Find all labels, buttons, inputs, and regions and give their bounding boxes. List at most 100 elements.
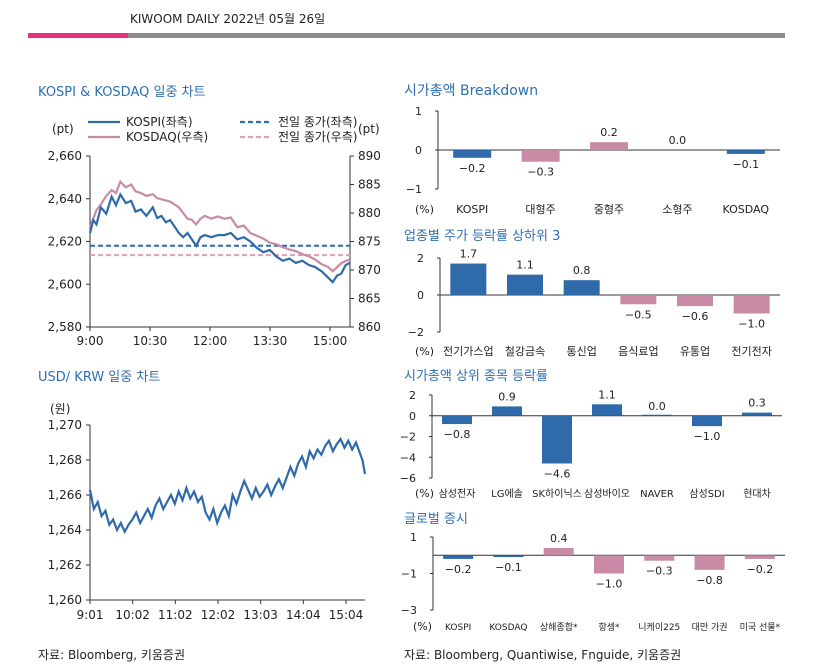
kospi-left-tick-label: 2,660 <box>48 149 82 163</box>
global-y-tick-label: 1 <box>410 531 417 544</box>
top_caps-bar <box>492 406 522 416</box>
top_caps-category-label: 삼성SDI <box>689 488 724 500</box>
sector-data-label: −0.5 <box>625 308 652 321</box>
breakdown-unit: (%) <box>415 203 434 216</box>
global-bar <box>594 555 624 574</box>
kospi-right-tick-label: 890 <box>358 149 381 163</box>
global-category-label: 니케이225 <box>638 622 680 633</box>
top_caps-bar <box>692 415 722 427</box>
top_caps-data-label: −0.8 <box>444 428 471 441</box>
usd-y-tick-label: 1,262 <box>48 558 82 572</box>
sector-data-label: 0.8 <box>573 264 591 277</box>
sector-unit: (%) <box>415 345 434 358</box>
global-y-tick-label: −3 <box>401 604 417 617</box>
usd-y-tick-label: 1,264 <box>48 523 82 537</box>
kospi-legend-label: 전일 종가(좌측) <box>278 115 357 129</box>
breakdown-chart-title: 시가총액 Breakdown <box>404 83 539 99</box>
kospi-series-line <box>88 192 351 284</box>
sector-bar <box>677 295 713 307</box>
usd-x-tick-label: 13:03 <box>243 608 278 622</box>
sector-chart-title: 업종별 주가 등락률 상하위 3 <box>404 229 561 244</box>
top_caps-bar <box>442 415 472 425</box>
global-data-label: 0.4 <box>550 532 568 545</box>
breakdown-data-label: −0.1 <box>732 158 759 171</box>
top_caps-bar <box>592 404 622 416</box>
usd-x-tick-label: 14:04 <box>286 608 321 622</box>
kospi-right-tick-label: 880 <box>358 206 381 220</box>
usd-x-tick-label: 15:04 <box>329 608 364 622</box>
top_caps-data-label: 1.1 <box>598 388 616 401</box>
usdkrw-series-line <box>88 436 367 535</box>
top_caps-category-label: NAVER <box>640 489 674 500</box>
sector-category-label: 음식료업 <box>618 345 658 358</box>
global-category-label: 대만 가권 <box>692 621 728 633</box>
global-bar <box>493 555 524 558</box>
sector-data-label: −1.0 <box>738 318 765 331</box>
top_caps-data-label: 0.9 <box>498 390 516 403</box>
sector-bar <box>620 295 657 305</box>
kospi-legend-label: 전일 종가(우측) <box>278 130 357 144</box>
top_caps-data-label: −1.0 <box>694 430 721 443</box>
kospi-right-tick-label: 870 <box>358 263 381 277</box>
global-data-label: −0.2 <box>445 563 472 576</box>
global-bar <box>443 555 474 559</box>
breakdown-y-tick-label: 0 <box>415 144 422 157</box>
usd-x-tick-label: 9:01 <box>77 608 104 622</box>
top_caps-data-label: 0.0 <box>648 400 666 413</box>
top_caps-y-tick-label: 2 <box>409 389 416 402</box>
kospi-left-unit: (pt) <box>52 122 74 136</box>
sector-y-tick-label: 2 <box>417 252 424 265</box>
usd-y-tick-label: 1,260 <box>48 593 82 607</box>
top_caps-bar <box>742 412 772 416</box>
global-bar <box>543 547 574 556</box>
kospi-x-tick-label: 15:00 <box>313 334 348 348</box>
kospi-left-tick-label: 2,620 <box>48 235 82 249</box>
breakdown-data-label: 0.0 <box>669 134 687 147</box>
breakdown-bar <box>726 150 765 154</box>
top_caps-category-label: 삼성전자 <box>439 488 476 500</box>
breakdown-category-label: KOSDAQ <box>723 203 770 216</box>
global-bar <box>644 555 675 561</box>
global-data-label: −0.8 <box>696 574 723 587</box>
usd-chart-title: USD/ KRW 일중 차트 <box>38 370 161 385</box>
kospi-right-tick-label: 865 <box>358 292 381 306</box>
global-data-label: −1.0 <box>596 578 623 591</box>
report-header: KIWOOM DAILY 2022년 05월 26일 <box>130 12 326 26</box>
breakdown-category-label: 소형주 <box>662 203 692 216</box>
breakdown-y-tick-label: −1 <box>406 183 422 196</box>
top_caps-data-label: −4.6 <box>544 467 571 480</box>
kospi-right-tick-label: 885 <box>358 178 381 192</box>
breakdown-bar <box>590 142 628 150</box>
header-accent-rule <box>28 33 128 38</box>
sector-category-label: 전기전자 <box>731 345 771 358</box>
right-source-note: 자료: Bloomberg, Quantiwise, Fnguide, 키움증권 <box>404 648 682 662</box>
sector-data-label: −0.6 <box>682 310 709 323</box>
sector-y-tick-label: −2 <box>408 326 424 339</box>
kospi-left-tick-label: 2,640 <box>48 192 82 206</box>
global-y-tick-label: −1 <box>401 568 417 581</box>
kospi-left-tick-label: 2,580 <box>48 320 82 334</box>
sector-category-label: 유통업 <box>680 345 710 358</box>
global-category-label: KOSPI <box>445 623 471 633</box>
sector-data-label: 1.7 <box>460 248 478 261</box>
global-category-label: KOSDAQ <box>489 623 527 633</box>
usd-x-tick-label: 10:02 <box>115 608 150 622</box>
breakdown-category-label: 중형주 <box>594 203 624 216</box>
sector-category-label: 전기가스업 <box>443 345 494 358</box>
sector-bar <box>450 263 487 295</box>
breakdown-category-label: KOSPI <box>456 203 488 216</box>
breakdown-bar <box>453 150 492 158</box>
usd-y-tick-label: 1,268 <box>48 453 82 467</box>
breakdown-category-label: 대형주 <box>525 203 555 216</box>
breakdown-data-label: −0.3 <box>527 166 554 179</box>
global-data-label: −0.3 <box>646 565 673 578</box>
usd-y-tick-label: 1,266 <box>48 488 82 502</box>
top_caps-data-label: 0.3 <box>748 397 766 410</box>
kospi-x-tick-label: 10:30 <box>133 334 168 348</box>
usd-x-tick-label: 11:02 <box>158 608 193 622</box>
global-data-label: −0.1 <box>495 561 522 574</box>
top_caps-y-tick-label: −4 <box>400 451 416 464</box>
kospi-chart-title: KOSPI & KOSDAQ 일중 차트 <box>38 85 206 100</box>
breakdown-data-label: 0.2 <box>600 126 618 139</box>
